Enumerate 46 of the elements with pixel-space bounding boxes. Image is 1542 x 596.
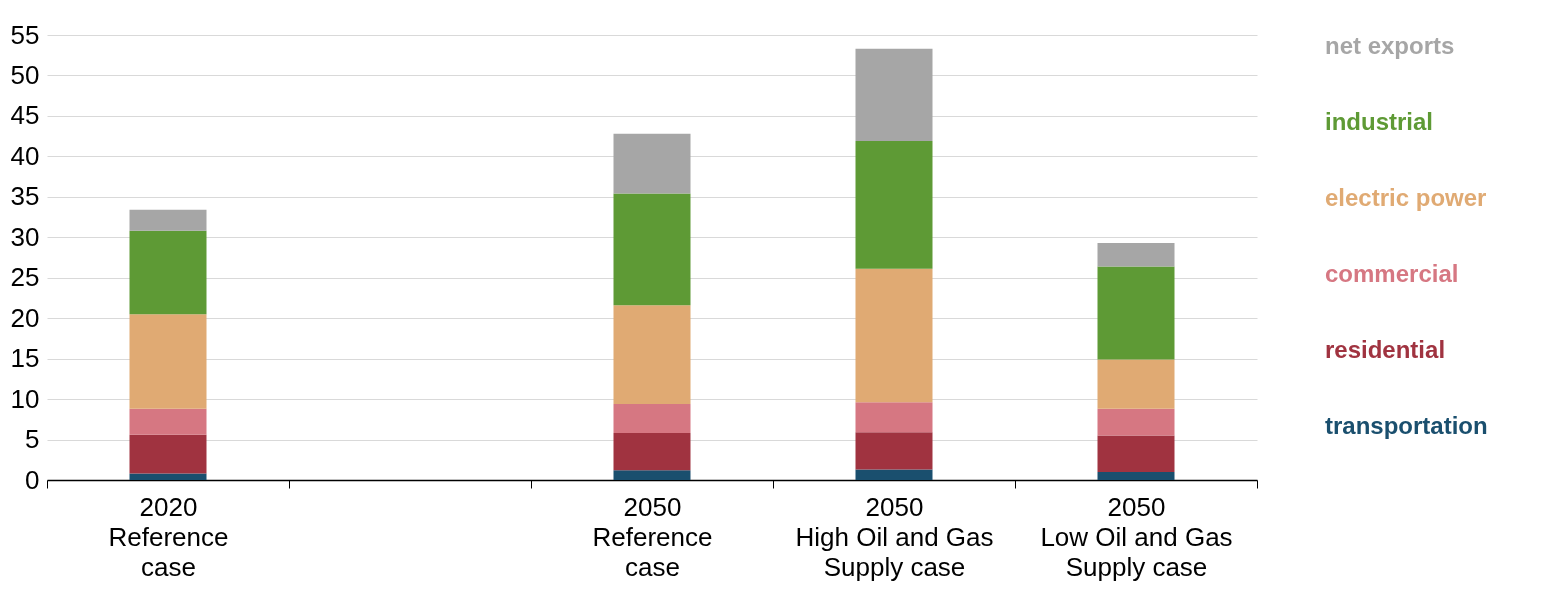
bar: [613, 133, 691, 194]
y-tick-label: 15: [10, 343, 40, 374]
bar: [129, 209, 207, 231]
y-tick-label: 5: [25, 424, 40, 455]
y-tick-label: 55: [10, 19, 40, 50]
y-tick-label: 20: [10, 302, 40, 333]
bar: [855, 432, 933, 470]
bar: [855, 469, 933, 480]
bar: [855, 268, 933, 403]
bar: [129, 314, 207, 409]
y-tick-label: 50: [10, 59, 40, 90]
bar: [1097, 359, 1175, 409]
y-tick-label: 45: [10, 100, 40, 131]
bar: [1097, 242, 1175, 267]
bar: [613, 403, 691, 434]
bar: [129, 473, 207, 480]
bar: [129, 230, 207, 315]
x-tick-label: 2050 Reference case: [592, 491, 713, 582]
bar: [613, 433, 691, 471]
bar: [613, 470, 691, 480]
y-tick-label: 25: [10, 262, 40, 293]
bar: [1097, 471, 1175, 480]
bar: [129, 434, 207, 474]
text: residential: [1325, 336, 1446, 363]
y-tick-label: 35: [10, 181, 40, 212]
y-tick-label: 10: [10, 383, 40, 414]
bar: [613, 305, 691, 404]
bar: [855, 140, 933, 269]
y-tick-label: 0: [25, 464, 40, 495]
text: commercial: [1325, 260, 1459, 287]
text: transportation: [1325, 412, 1488, 439]
bar: [1097, 408, 1175, 436]
x-tick-label: 2020 Reference case: [108, 491, 229, 582]
bar: [855, 48, 933, 141]
bar: [1097, 435, 1175, 472]
x-tick-label: 2050 High Oil and Gas Supply case: [795, 491, 994, 582]
text: industrial: [1325, 108, 1434, 135]
bar: [855, 402, 933, 433]
bar: [129, 408, 207, 435]
y-tick-label: 30: [10, 221, 40, 252]
bar: [613, 193, 691, 306]
bar: [1097, 266, 1175, 360]
x-tick-label: 2050 Low Oil and Gas Supply case: [1040, 491, 1233, 582]
text: electric power: [1325, 184, 1487, 211]
text: net exports: [1325, 32, 1455, 59]
y-tick-label: 40: [10, 140, 40, 171]
